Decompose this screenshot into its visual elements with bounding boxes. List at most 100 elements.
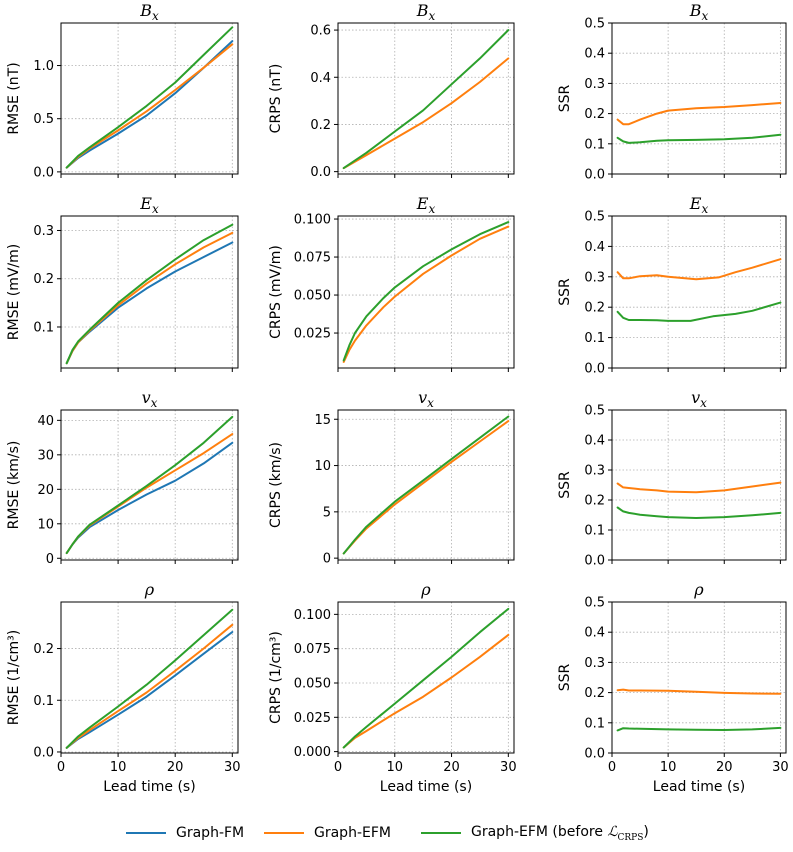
y-tick-label: 0.2 [584,301,605,316]
y-tick-label: 0.1 [33,320,54,335]
series-line-graph-efm-before-l-crps [65,223,234,365]
y-tick-label: 0.1 [584,331,605,346]
y-tick-label: 0.050 [294,289,331,304]
legend-label-graph-fm: Graph-FM [176,825,245,841]
axes-frame [611,409,787,561]
y-tick-label: 0.025 [294,327,331,342]
y-tick-label: 0.075 [294,642,331,657]
y-axis-label: SSR [557,84,573,112]
y-tick-label: 0.1 [584,524,605,539]
y-tick-label: 0.2 [584,494,605,509]
panel-12: 0 10 20 30 0.0 0.1 0.2 0.3 0.4 0.5 ρ SSR Lead time (… [557,580,789,795]
legend-item-graph-efm-before-crps: Graph-EFM (before ℒCRPS) [421,818,649,848]
y-tick-label: 0.5 [584,17,605,32]
figure: 0.0 0.5 1.0 Bx RMSE (nT) 0.0 0.2 0.4 0.6 Bx CRPS (… [6,1,789,795]
y-tick-label: 0.2 [310,118,331,133]
x-tick-label: 20 [716,760,733,775]
axes-frame [337,601,515,754]
y-tick-label: 0.100 [294,213,331,228]
series-line-graph-efm [616,258,782,281]
series-line-graph-efm-before-l-crps [342,415,510,555]
y-tick-label: 0.3 [584,464,605,479]
legend-swatch-graph-efm [264,832,304,834]
legend-item-graph-efm: Graph-EFM [264,818,391,848]
x-tick-label: 10 [387,760,404,775]
series-line-graph-efm-before-l-crps [616,506,782,519]
series-line-graph-efm-before-l-crps [342,607,510,749]
y-tick-label: 0.5 [584,596,605,611]
series-line-graph-efm-before-l-crps [65,415,234,555]
y-tick-label: 1.0 [33,59,54,74]
y-tick-label: 0.3 [584,656,605,671]
y-tick-label: 0.2 [33,642,54,657]
panel-title: Ex [139,194,159,216]
x-tick-label: 20 [443,760,460,775]
x-tick-label: 0 [608,760,616,775]
y-tick-label: 0.050 [294,676,331,691]
panel-7: 0 10 20 30 40 vx RMSE (km/s) [6,388,239,567]
panel-2: 0.0 0.2 0.4 0.6 Bx CRPS (nT) [268,1,515,180]
axes-frame [611,601,787,754]
panel-5: 0.025 0.050 0.075 0.100 Ex CRPS (mV/m) [268,194,515,372]
y-tick-label: 0.0 [33,745,54,760]
y-tick-label: 0.1 [33,694,54,709]
series-line-graph-efm [65,231,234,365]
y-tick-label: 0.1 [584,137,605,152]
x-axis-label: Lead time (s) [380,779,472,795]
panel-title: ρ [693,580,704,599]
y-axis-label: CRPS (km/s) [268,442,284,528]
series-line-graph-efm-before-l-crps [616,133,782,144]
y-tick-label: 0.2 [33,272,54,287]
axes-frame [337,409,515,561]
y-tick-label: 30 [37,448,54,463]
series-line-graph-efm [342,225,510,363]
series-line-graph-efm [342,57,510,170]
series-line-graph-efm-before-l-crps [342,221,510,362]
y-tick-label: 0.0 [584,362,605,377]
y-axis-label: RMSE (mV/m) [6,244,22,340]
y-tick-label: 0.0 [310,165,331,180]
panel-title: vx [691,388,707,410]
axes-frame [337,215,515,369]
y-tick-label: 0.2 [584,686,605,701]
legend-label-graph-efm: Graph-EFM [314,825,391,841]
y-tick-label: 0.4 [310,71,331,86]
legend-label-graph-efm-before-crps: Graph-EFM (before ℒCRPS) [471,823,649,843]
panel-9: 0.0 0.1 0.2 0.3 0.4 0.5 vx SSR [557,388,787,569]
panel-3: 0.0 0.1 0.2 0.3 0.4 0.5 Bx SSR [557,1,787,183]
panel-title: vx [142,388,158,410]
panel-10: 0 10 20 30 0.0 0.1 0.2 ρ RMSE (1/cm³) Lead time (… [6,580,241,795]
y-tick-label: 0.0 [33,165,54,180]
y-axis-label: RMSE (km/s) [6,441,22,530]
legend-swatch-graph-fm [126,832,166,834]
y-tick-label: 0.3 [33,224,54,239]
y-tick-label: 40 [37,414,54,429]
x-tick-label: 10 [110,760,127,775]
x-axis-label: Lead time (s) [653,779,745,795]
panel-title: Bx [416,1,436,23]
panel-1: 0.0 0.5 1.0 Bx RMSE (nT) [6,1,239,180]
series-line-graph-efm [616,102,782,126]
series-line-graph-efm-before-l-crps [616,301,782,322]
y-tick-label: 0.4 [584,47,605,62]
axes-frame [60,409,239,561]
legend: Graph-FM Graph-EFM Graph-EFM (before ℒCR… [0,818,793,848]
y-tick-label: 0.0 [584,747,605,762]
y-tick-label: 0.2 [584,107,605,122]
series-line-graph-efm-before-l-crps [65,26,234,169]
y-tick-label: 10 [314,459,331,474]
y-tick-label: 20 [37,483,54,498]
y-tick-label: 0.025 [294,711,331,726]
y-tick-label: 0.5 [584,404,605,419]
y-tick-label: 0.4 [584,240,605,255]
y-tick-label: 0.000 [294,745,331,760]
x-tick-label: 30 [500,760,517,775]
axes-frame [60,601,239,754]
panel-title: Bx [139,1,159,23]
series-line-graph-efm [616,481,782,494]
y-tick-label: 0.100 [294,608,331,623]
y-tick-label: 0.3 [584,270,605,285]
y-tick-label: 0 [323,552,331,567]
y-axis-label: RMSE (nT) [6,62,22,134]
y-tick-label: 0.075 [294,251,331,266]
